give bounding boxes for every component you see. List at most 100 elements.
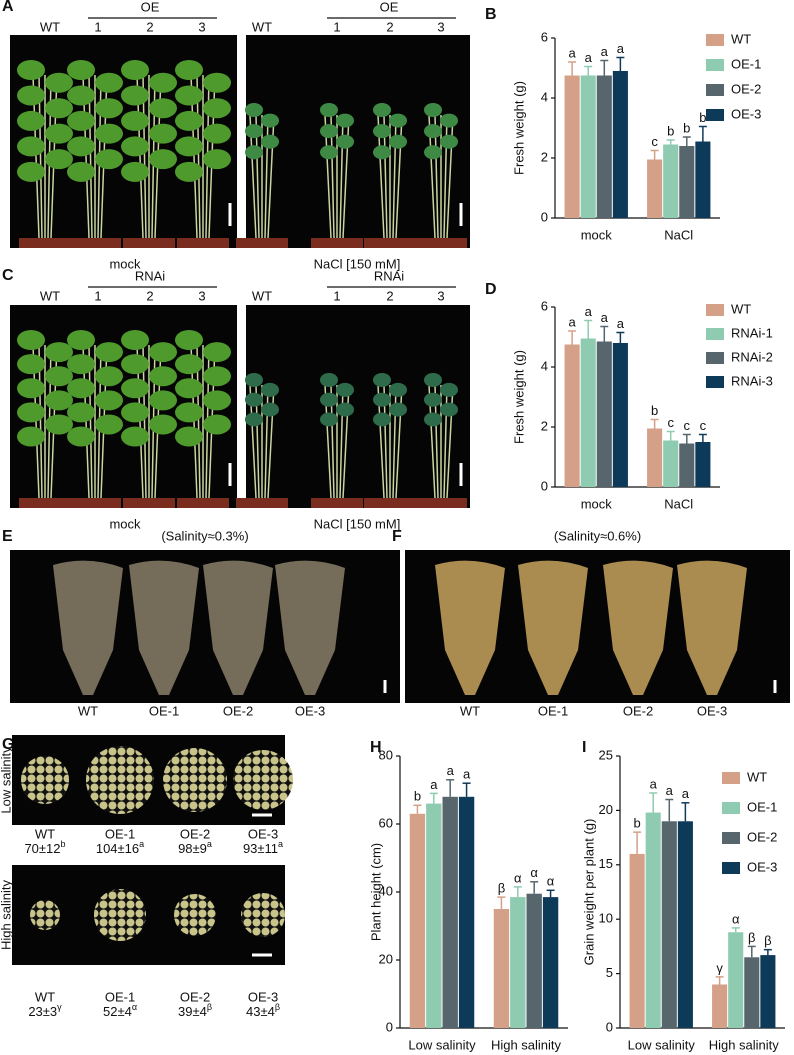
leaf <box>121 330 149 350</box>
significance-letter: α <box>732 911 740 926</box>
legend-label: OE-1 <box>731 56 761 71</box>
leaf <box>203 366 231 387</box>
x-tick-label: High salinity <box>709 1037 780 1052</box>
leaf <box>203 123 231 144</box>
significance-letter: b <box>414 789 421 804</box>
y-tick-label: 25 <box>599 747 613 762</box>
genotype-label: OE-2 <box>180 989 210 1004</box>
leaf <box>17 136 45 157</box>
leaf <box>203 72 231 93</box>
legend-label: WT <box>731 31 751 46</box>
leaf <box>424 103 442 117</box>
leaf <box>149 366 177 387</box>
leaf <box>149 342 177 363</box>
leaf <box>175 330 203 350</box>
significance-letter: a <box>569 314 577 329</box>
bar <box>580 338 596 487</box>
letter: a <box>139 839 144 849</box>
leaf <box>95 414 123 435</box>
bar <box>542 897 559 1028</box>
caption: mock <box>109 516 141 531</box>
letter: α <box>132 1002 137 1012</box>
count: 104±16 <box>96 841 139 856</box>
seed-count: 70±12b <box>24 839 65 856</box>
bar <box>629 853 645 1028</box>
leaf <box>149 149 177 170</box>
leaf <box>261 402 279 417</box>
genotype-label: OE-2 <box>223 703 253 718</box>
pot <box>311 498 363 508</box>
leaf <box>203 390 231 411</box>
legend-label: WT <box>747 769 767 784</box>
y-tick-label: 0 <box>606 1019 613 1034</box>
significance-letter: c <box>651 134 658 149</box>
legend-label: RNAi-3 <box>731 373 773 388</box>
bar <box>677 821 693 1028</box>
legend-label: OE-1 <box>747 799 777 814</box>
panel-title: (Salinity≈0.3%) <box>161 528 248 543</box>
leaf <box>440 134 458 149</box>
leaf <box>17 85 45 106</box>
caption: NaCl [150 mM] <box>314 256 401 271</box>
bar <box>426 803 442 1028</box>
count: 23±3 <box>28 1004 57 1019</box>
bar <box>442 796 458 1028</box>
bar <box>612 71 628 218</box>
legend-swatch <box>706 352 724 364</box>
seed-pile <box>86 746 154 814</box>
leaf <box>175 426 203 447</box>
line-label: 1 <box>94 19 101 34</box>
significance-letter: a <box>463 767 471 782</box>
leaf <box>67 161 95 182</box>
pot <box>364 498 416 508</box>
leaf <box>121 85 149 106</box>
leaf <box>45 123 73 144</box>
leaf <box>440 113 458 128</box>
y-tick-label: 2 <box>541 418 548 433</box>
pot <box>69 498 121 508</box>
significance-letter: a <box>601 310 609 325</box>
bar <box>564 344 580 487</box>
leaf <box>336 134 354 149</box>
leaf <box>45 414 73 435</box>
bar <box>409 813 426 1028</box>
significance-letter: a <box>650 776 658 791</box>
y-tick-label: 60 <box>379 815 393 830</box>
genotype-label: OE-3 <box>697 703 727 718</box>
bundle <box>203 560 273 695</box>
significance-letter: a <box>601 44 609 59</box>
significance-letter: a <box>617 41 625 56</box>
leaf <box>373 145 391 160</box>
pot <box>19 498 71 508</box>
seed-count: 52±4α <box>103 1002 137 1019</box>
y-tick-label: 10 <box>599 911 613 926</box>
x-tick-label: Low salinity <box>628 1037 696 1052</box>
bundle <box>53 560 123 695</box>
bar <box>612 343 628 487</box>
pot <box>236 238 288 248</box>
leaf <box>17 378 45 399</box>
significance-letter: a <box>430 777 438 792</box>
leaf <box>424 373 442 387</box>
significance-letter: b <box>699 110 706 125</box>
leaf <box>389 134 407 149</box>
leaf <box>245 373 263 387</box>
count: 43±4 <box>246 1004 275 1019</box>
panel-letter: H <box>370 739 382 756</box>
pot <box>177 498 229 508</box>
letter: b <box>61 839 66 849</box>
significance-letter: α <box>530 865 538 880</box>
leaf <box>17 402 45 423</box>
seed-pile <box>163 748 227 812</box>
pot <box>236 498 288 508</box>
pot <box>177 238 229 248</box>
significance-letter: c <box>684 418 691 433</box>
leaf <box>175 402 203 423</box>
bundle <box>677 560 747 695</box>
significance-letter: b <box>667 123 674 138</box>
x-tick-label: mock <box>581 227 613 242</box>
seed-pile <box>21 756 69 804</box>
photo <box>246 305 470 508</box>
seed-pile <box>94 889 146 941</box>
genotype-label: WT <box>252 19 272 34</box>
